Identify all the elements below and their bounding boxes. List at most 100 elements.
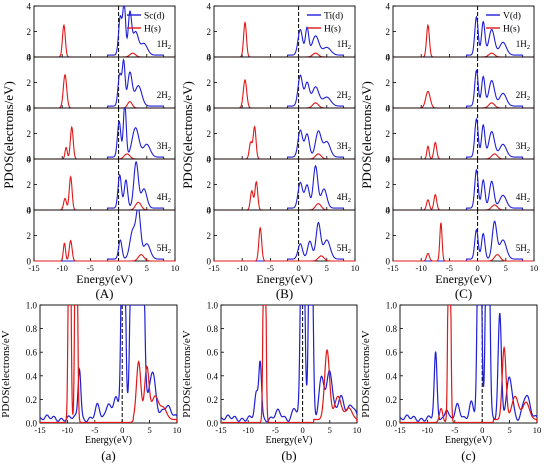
y-tick-label: 4: [207, 104, 212, 114]
top-ylabel-B: PDOS(electrons/eV): [180, 81, 195, 189]
metal-d-series: [221, 305, 357, 423]
row-frame: [392, 107, 535, 160]
y-tick-label: 0: [27, 155, 32, 165]
y-tick-label: 0.6: [26, 348, 38, 358]
y-tick-label: 1.0: [386, 301, 398, 311]
y-tick-label: 4: [207, 53, 212, 63]
row-label-sub: 2: [168, 197, 171, 204]
metal-d-series: [34, 161, 175, 211]
x-tick-label: 0: [116, 263, 120, 273]
row-label-main: 1H: [157, 39, 169, 49]
row-label: 1H2: [516, 39, 530, 51]
y-tick-label: 2: [207, 27, 212, 37]
y-tick-label: 2: [386, 129, 391, 139]
panel-a: PDOS(electrons/eV 0.0 0.2 0.4 0.6 0.8 1.0 -15 -1…: [0, 301, 181, 464]
hydrogen-s-series: [40, 305, 177, 423]
y-tick-label: 4: [27, 155, 32, 165]
x-tick-label: -10: [416, 263, 427, 273]
x-tick-label: -15: [28, 263, 39, 273]
bottom-ylabel: PDOS(electrons/eV: [181, 330, 193, 417]
x-tick-label: -5: [87, 263, 94, 273]
metal-d-series: [34, 58, 175, 109]
x-tick-label: -15: [387, 263, 398, 273]
x-tick-label: 5: [328, 425, 332, 435]
row-label: 2H2: [516, 90, 530, 102]
row-frame: [392, 209, 535, 262]
x-tick-label: 5: [504, 263, 508, 273]
x-axis-title: Energy(eV): [445, 435, 492, 446]
x-tick-label: 0: [296, 263, 300, 273]
y-tick-label: 0: [207, 53, 212, 63]
y-tick-label: 0: [386, 155, 391, 165]
y-tick-label: 0.4: [26, 371, 38, 381]
y-tick-label: 0.2: [386, 395, 397, 405]
y-tick-label: 2: [386, 27, 391, 37]
panel-A: 0241H20242H20243H20244H20245H2Sc(d)H(s)-…: [27, 2, 180, 302]
row-label-sub: 2: [168, 95, 171, 102]
y-tick-label: 2: [27, 129, 32, 139]
y-tick-label: 0.0: [207, 419, 219, 429]
row-label: 5H2: [337, 243, 351, 255]
row-label: 1H2: [157, 39, 171, 51]
x-tick-label: 0: [480, 425, 484, 435]
x-tick-label: -10: [422, 425, 433, 435]
row-label: 5H2: [157, 243, 171, 255]
x-tick-label: -5: [272, 425, 279, 435]
hydrogen-s-series: [34, 175, 175, 211]
row-frame: [33, 158, 176, 211]
plot-frame: [220, 304, 358, 424]
row-frame: [33, 107, 176, 160]
x-tick-label: -15: [394, 425, 405, 435]
row-label-sub: 2: [527, 146, 530, 153]
y-tick-label: 0.2: [207, 395, 218, 405]
x-axis-title: Energy(eV): [76, 272, 132, 286]
panel-label: (c): [461, 448, 475, 463]
y-tick-label: 4: [386, 155, 391, 165]
panel-label: (B): [276, 286, 293, 301]
bottom-ylabel: PDOS(electrons/eV: [360, 330, 372, 417]
row-label-main: 1H: [516, 39, 528, 49]
hydrogen-s-series: [34, 239, 175, 262]
legend-metal-label: Ti(d): [324, 11, 343, 22]
hydrogen-s-series: [214, 180, 355, 211]
y-tick-label: 4: [27, 53, 32, 63]
y-tick-label: 0: [207, 155, 212, 165]
row-label-main: 3H: [157, 141, 169, 151]
y-tick-label: 4: [207, 155, 212, 165]
row-label: 1H2: [337, 39, 351, 51]
top-ylabel-C: PDOS(electrons/eV): [359, 81, 374, 189]
row-label-main: 3H: [337, 141, 349, 151]
x-tick-label: 10: [351, 263, 360, 273]
x-axis-title: Energy(eV): [435, 272, 491, 286]
x-tick-label: -10: [237, 263, 248, 273]
y-tick-label: 1.0: [26, 301, 38, 311]
x-tick-label: 10: [353, 425, 362, 435]
y-tick-label: 2: [386, 180, 391, 190]
row-frame: [33, 209, 176, 262]
hydrogen-s-series: [214, 226, 355, 262]
y-tick-label: 0.6: [386, 348, 398, 358]
x-tick-label: 5: [145, 263, 149, 273]
y-tick-label: 4: [386, 104, 391, 114]
panel-label: (b): [281, 448, 296, 463]
x-tick-label: 5: [325, 263, 329, 273]
row-label-main: 2H: [157, 90, 169, 100]
row-frame: [213, 107, 356, 160]
panel-c: PDOS(electrons/eV 0.0 0.2 0.4 0.6 0.8 1.0 -15 -1…: [360, 301, 541, 464]
panel-label: (a): [101, 448, 115, 463]
row-label-sub: 2: [348, 44, 351, 51]
metal-d-series: [393, 117, 534, 160]
y-tick-label: 2: [27, 78, 32, 88]
legend-metal-label: V(d): [503, 11, 521, 22]
bottom-ylabel: PDOS(electrons/eV: [0, 330, 12, 417]
row-frame: [213, 158, 356, 211]
x-tick-label: 10: [173, 425, 182, 435]
x-tick-label: 10: [530, 263, 539, 273]
hydrogen-s-series: [400, 305, 537, 423]
row-label-main: 4H: [516, 192, 528, 202]
y-tick-label: 0.8: [207, 324, 219, 334]
plot-frame: [39, 304, 178, 424]
x-axis-title: Energy(eV): [85, 435, 132, 446]
x-tick-label: 10: [533, 425, 542, 435]
row-label-main: 4H: [337, 192, 349, 202]
